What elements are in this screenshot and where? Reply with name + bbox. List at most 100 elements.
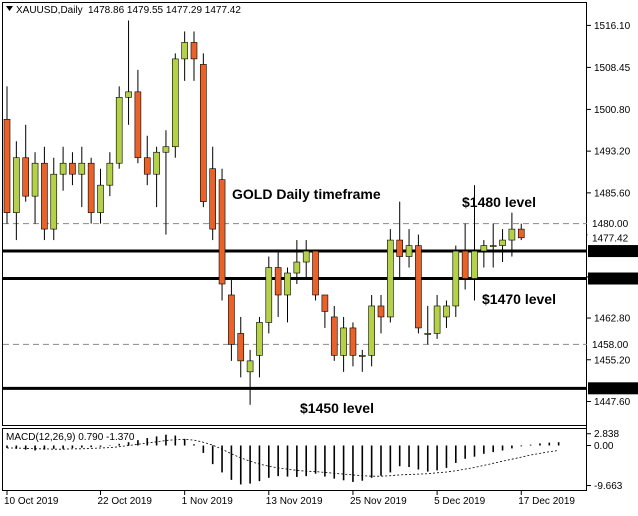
candle-body <box>228 294 235 345</box>
candle <box>218 168 226 301</box>
candle <box>246 349 254 405</box>
level-lines <box>3 223 587 390</box>
price-label: 1458.00 <box>587 337 638 351</box>
date-tick-label: 5 Dec 2019 <box>434 496 486 507</box>
candle-body <box>443 305 450 318</box>
candle <box>377 294 385 334</box>
candle-body <box>293 261 301 274</box>
candle-body <box>153 151 160 175</box>
candle-body <box>424 333 432 335</box>
candle-body <box>97 184 104 213</box>
candle-body <box>415 245 422 329</box>
candle <box>59 146 67 191</box>
candle-body <box>190 42 198 60</box>
candle-body <box>358 355 366 357</box>
candle-body <box>368 305 375 356</box>
candle-body <box>321 294 329 312</box>
candle <box>396 201 404 279</box>
candle-body <box>134 91 142 159</box>
candle-body <box>172 58 179 148</box>
candle-body <box>274 267 282 296</box>
candle <box>433 294 441 339</box>
price-label-text: 1475.00 <box>592 247 629 258</box>
candle-body <box>433 305 441 334</box>
price-label-box <box>587 337 638 351</box>
candle-body <box>218 179 226 285</box>
candle-body <box>13 157 20 213</box>
candle-body <box>87 162 95 213</box>
candle <box>265 256 273 334</box>
candle <box>209 146 216 241</box>
candle <box>443 300 450 328</box>
candle <box>228 278 235 361</box>
candle-body <box>69 162 76 175</box>
price-tick-label: 1493.20 <box>594 147 631 158</box>
candle-body <box>499 239 506 246</box>
candle-body <box>59 162 67 175</box>
candles <box>3 20 525 405</box>
price-label-text: 1458.00 <box>592 340 629 351</box>
candle <box>274 251 282 317</box>
candle-body <box>125 91 132 98</box>
candle-body <box>209 168 216 230</box>
candle <box>415 234 422 334</box>
candle <box>358 349 366 372</box>
candle <box>50 157 58 241</box>
candle <box>293 240 301 284</box>
candle <box>424 305 432 345</box>
candle <box>22 124 30 202</box>
price-label-text: 1450.00 <box>592 384 629 395</box>
candle <box>134 69 142 164</box>
candle-body <box>508 228 516 241</box>
price-labels: 1480.00 1477.42 1475.00 1470.00 1458.00 1450.… <box>587 217 638 395</box>
macd-signal-line <box>7 438 559 477</box>
candle-body <box>106 162 114 186</box>
candle-body <box>517 228 525 239</box>
candle-body <box>461 250 469 279</box>
date-tick-label: 17 Dec 2019 <box>518 496 575 507</box>
price-tick-label: 1500.80 <box>594 105 631 116</box>
candle-body <box>41 162 48 230</box>
ohlc-readout: 1478.86 1479.55 1477.29 1477.42 <box>88 5 241 16</box>
macd-indicator <box>6 434 560 485</box>
candle <box>172 53 179 158</box>
price-label-box <box>588 272 638 285</box>
candle-body <box>471 250 478 279</box>
candle-body <box>489 245 497 247</box>
candle <box>340 316 347 372</box>
annotation-1450-level: $1450 level <box>300 400 374 416</box>
candle-body <box>405 245 413 257</box>
collapse-triangle-icon[interactable] <box>6 6 13 11</box>
symbol-label: XAUUSD,Daily <box>16 5 83 16</box>
candle-body <box>246 360 254 373</box>
candle-body <box>265 267 273 323</box>
price-tick-label: 1455.20 <box>594 355 631 366</box>
price-label-text: 1480.00 <box>592 219 629 230</box>
price-label: 1480.00 <box>587 217 638 231</box>
candle <box>115 86 123 169</box>
date-tick-label: 25 Nov 2019 <box>350 496 407 507</box>
candle <box>31 152 39 224</box>
candle <box>41 146 48 241</box>
candle-body <box>237 333 245 362</box>
price-label-box <box>587 217 638 231</box>
candle <box>452 245 460 317</box>
candle <box>312 250 319 301</box>
candle <box>13 141 20 241</box>
candle <box>284 267 291 323</box>
candle-body <box>312 250 319 296</box>
candle-body <box>452 250 460 307</box>
price-label-box <box>588 382 638 395</box>
candle <box>153 146 160 208</box>
candle <box>125 20 132 125</box>
date-tick-label: 22 Oct 2019 <box>98 496 153 507</box>
date-tick-label: 10 Oct 2019 <box>4 496 59 507</box>
candle <box>508 212 516 257</box>
candle-body <box>256 322 263 356</box>
macd-axis-label: 2.838 <box>594 429 619 440</box>
candle <box>3 86 11 224</box>
annotation-1480-level: $1480 level <box>462 194 536 210</box>
candle <box>162 130 170 235</box>
candle-body <box>115 97 123 164</box>
